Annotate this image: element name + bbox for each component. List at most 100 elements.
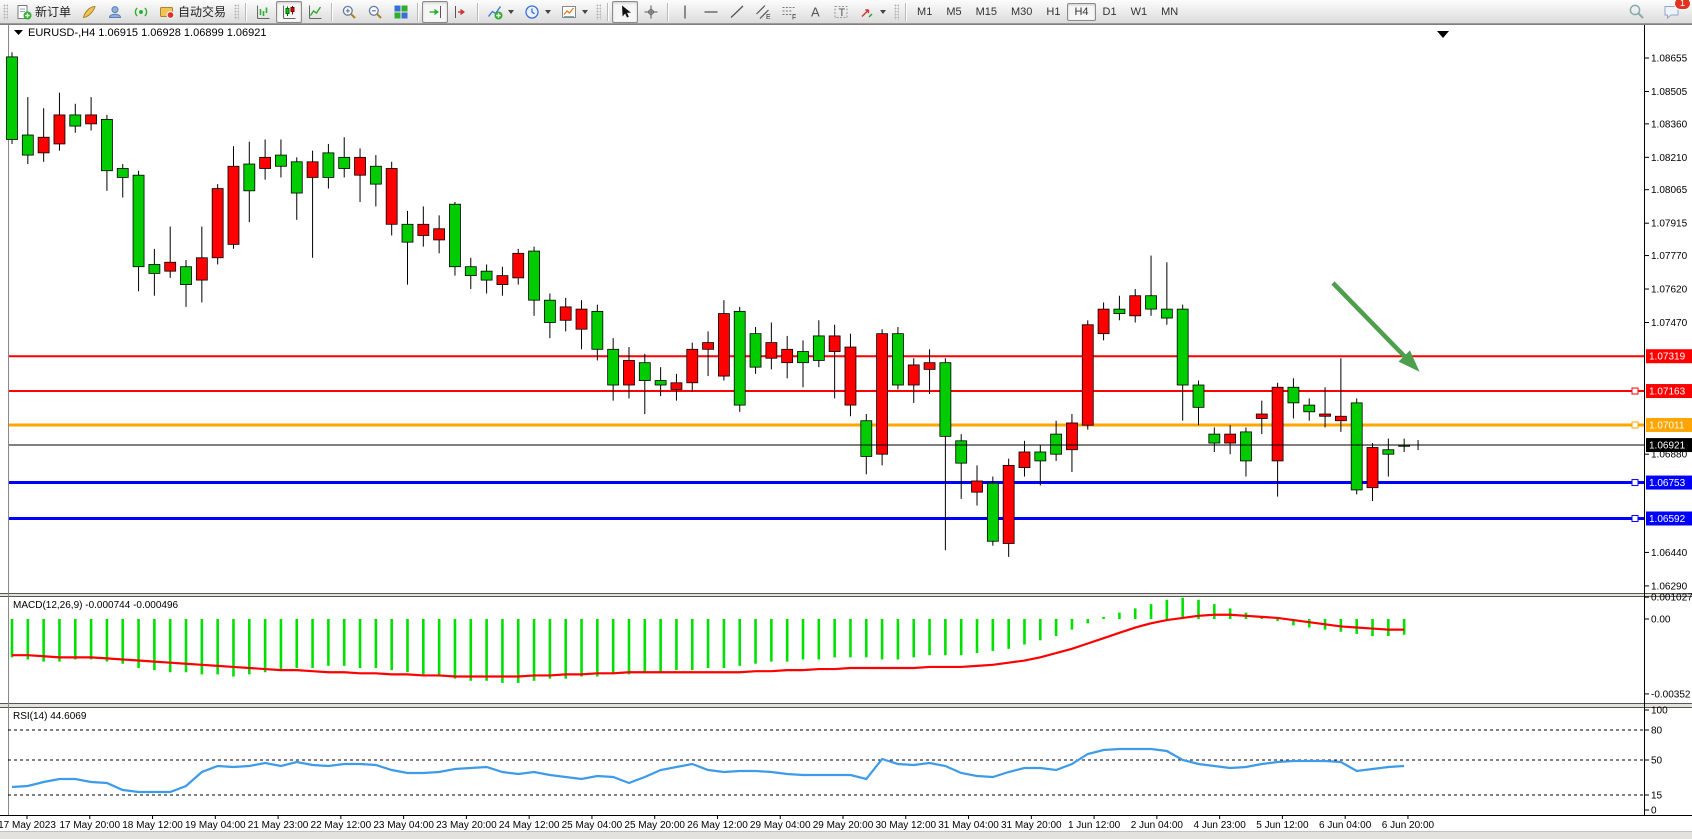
toolbar-grip xyxy=(596,3,602,20)
line-handle[interactable] xyxy=(1631,421,1639,429)
timeframe-M1[interactable]: M1 xyxy=(917,5,933,18)
cursor-tool-button[interactable] xyxy=(612,0,639,23)
time-axis-label: 2 Jun 04:00 xyxy=(1131,820,1184,831)
chart-shift-marker[interactable] xyxy=(1437,31,1449,38)
autotrading-button[interactable]: 自动交易 xyxy=(154,0,231,23)
panel-divider[interactable] xyxy=(0,593,1692,596)
trendline-tool-button[interactable] xyxy=(724,1,750,23)
chart-shift-icon xyxy=(455,5,466,18)
candle xyxy=(607,348,620,386)
time-axis-label: 6 Jun 20:00 xyxy=(1382,820,1435,831)
notification-badge: 1 xyxy=(1674,0,1691,10)
chart-shift-button[interactable] xyxy=(448,1,474,23)
cursor-icon xyxy=(622,5,632,17)
rsi-axis-label: 50 xyxy=(1651,756,1663,767)
time-axis-label: 23 May 20:00 xyxy=(436,820,497,831)
timeframe-D1[interactable]: D1 xyxy=(1102,5,1117,18)
vertical-line-tool-button[interactable] xyxy=(672,1,698,23)
candle xyxy=(765,342,778,359)
signals-button[interactable] xyxy=(128,1,154,23)
timeframe-M5[interactable]: M5 xyxy=(946,5,962,18)
timeframe-M15[interactable]: M15 xyxy=(975,5,997,18)
chart-canvas[interactable]: 1.08655 1.08505 1.08360 1.08210 1.08065 1.079… xyxy=(0,24,1692,839)
macd-label: MACD(12,26,9) -0.000744 -0.000496 xyxy=(13,600,179,611)
time-axis-label: 31 May 04:00 xyxy=(938,820,999,831)
search-icon xyxy=(1629,4,1644,19)
symbol-dropdown-icon[interactable] xyxy=(14,30,23,35)
candle xyxy=(21,134,34,156)
notifications-button[interactable]: 1 xyxy=(1658,0,1691,23)
timeframe-H4[interactable]: H4 xyxy=(1067,2,1096,21)
candle xyxy=(369,165,382,185)
zoom-in-button[interactable] xyxy=(336,1,362,23)
bar-chart-mode-button[interactable] xyxy=(250,1,276,23)
metaeditor-button[interactable] xyxy=(76,1,102,23)
price-line-badge-label: 1.06592 xyxy=(1649,514,1686,525)
line-handle[interactable] xyxy=(1631,479,1639,487)
tile-windows-button[interactable] xyxy=(388,1,414,23)
candle xyxy=(781,348,794,364)
fibonacci-tool-button[interactable]: F xyxy=(776,1,802,23)
timeframe-MN[interactable]: MN xyxy=(1161,5,1179,18)
templates-button[interactable] xyxy=(556,1,593,23)
candle xyxy=(401,223,414,243)
candle xyxy=(1255,413,1268,419)
arrow-annotation-head[interactable] xyxy=(1398,350,1420,372)
price-axis-label: 1.06290 xyxy=(1651,581,1688,592)
separator xyxy=(331,2,334,21)
toolbar-grip xyxy=(3,3,8,20)
timeframe-M30[interactable]: M30 xyxy=(1011,5,1033,18)
cloud-user-icon xyxy=(109,5,122,18)
search-button[interactable] xyxy=(1623,0,1650,23)
channel-tool-button[interactable]: E xyxy=(750,1,776,23)
candle xyxy=(733,310,746,406)
dropdown-caret-icon xyxy=(582,9,589,14)
arrows-tool-button[interactable] xyxy=(854,1,891,23)
time-axis-label: 18 May 12:00 xyxy=(122,820,183,831)
price-line-badge xyxy=(1646,417,1692,432)
new-order-icon xyxy=(17,4,32,19)
separator xyxy=(607,2,610,21)
time-axis-label: 25 May 20:00 xyxy=(624,820,685,831)
arrow-annotation-shaft[interactable] xyxy=(1331,281,1408,359)
periods-button[interactable] xyxy=(519,1,556,23)
new-order-button[interactable]: 新订单 xyxy=(11,0,76,23)
chart-window: 1.08655 1.08505 1.08360 1.08210 1.08065 1.079… xyxy=(0,24,1692,839)
candlestick-mode-button[interactable] xyxy=(276,0,303,23)
label-tool-button[interactable]: T xyxy=(828,1,854,23)
main-toolbar: 新订单 自动交易 xyxy=(0,0,1692,24)
timeframe-H1[interactable]: H1 xyxy=(1046,5,1061,18)
horizontal-line-tool-button[interactable] xyxy=(698,1,724,23)
candle xyxy=(670,382,683,390)
text-tool-button[interactable]: A xyxy=(802,1,828,23)
line-handle[interactable] xyxy=(1631,387,1639,395)
chart-background xyxy=(0,24,1692,839)
separator xyxy=(477,2,480,21)
market-button[interactable] xyxy=(102,1,128,23)
zoom-out-icon xyxy=(368,5,382,19)
candle xyxy=(1350,402,1363,491)
price-axis-label: 1.07620 xyxy=(1651,285,1688,296)
crosshair-tool-button[interactable] xyxy=(638,1,664,23)
time-axis-label: 23 May 04:00 xyxy=(373,820,434,831)
candle xyxy=(1081,324,1094,426)
svg-text:A: A xyxy=(811,4,820,19)
auto-scroll-button[interactable] xyxy=(422,0,449,23)
zoom-in-icon xyxy=(342,5,356,19)
time-axis-label: 29 May 20:00 xyxy=(813,820,874,831)
price-line-badge-label: 1.07319 xyxy=(1649,352,1686,363)
zoom-out-button[interactable] xyxy=(362,1,388,23)
line-handle[interactable] xyxy=(1631,514,1639,522)
candle xyxy=(1113,308,1126,314)
candle xyxy=(986,482,999,542)
candle xyxy=(654,380,667,386)
line-chart-mode-button[interactable] xyxy=(302,1,328,23)
dropdown-caret-icon xyxy=(508,9,515,14)
indicators-button[interactable] xyxy=(482,1,519,23)
candle xyxy=(1192,384,1205,408)
separator xyxy=(905,2,908,21)
panel-divider[interactable] xyxy=(0,703,1692,707)
time-axis-label: 22 May 12:00 xyxy=(311,820,372,831)
timeframe-W1[interactable]: W1 xyxy=(1130,5,1148,18)
